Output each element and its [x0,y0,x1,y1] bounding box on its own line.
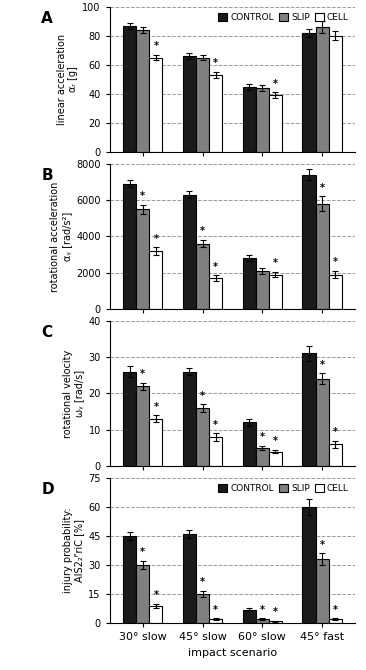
Text: *: * [273,258,278,268]
Text: *: * [200,226,205,237]
Text: A: A [41,11,53,26]
Bar [256,88,269,152]
Bar [302,353,315,466]
Bar [315,559,329,623]
Bar [209,278,222,309]
Text: *: * [213,419,218,429]
Bar [136,565,149,623]
Text: *: * [320,360,325,370]
Legend: CONTROL, SLIP, CELL: CONTROL, SLIP, CELL [217,11,351,24]
Bar [183,534,196,623]
Text: *: * [320,539,325,549]
Bar [302,33,315,152]
Bar [269,621,282,623]
Bar [329,444,342,466]
Y-axis label: rotational velocity
ωᵧ [rad/s]: rotational velocity ωᵧ [rad/s] [63,349,84,438]
X-axis label: impact scenario: impact scenario [188,648,277,658]
Legend: CONTROL, SLIP, CELL: CONTROL, SLIP, CELL [217,482,351,495]
Text: *: * [213,262,218,272]
Bar [302,507,315,623]
Bar [183,194,196,309]
Bar [243,258,256,309]
Text: *: * [260,432,265,442]
Text: *: * [200,391,205,401]
Bar [149,251,163,309]
Bar [123,25,136,152]
Bar [243,86,256,152]
Text: *: * [273,79,278,89]
Bar [315,204,329,309]
Text: *: * [273,436,278,446]
Y-axis label: rotational acceleration
αᵧ [rad/s²]: rotational acceleration αᵧ [rad/s²] [51,181,72,291]
Bar [196,58,209,152]
Bar [123,536,136,623]
Bar [149,58,163,152]
Bar [329,275,342,309]
Bar [315,27,329,152]
Text: *: * [273,607,278,617]
Text: *: * [140,191,145,201]
Text: *: * [333,257,338,267]
Bar [136,30,149,152]
Bar [256,619,269,623]
Bar [149,419,163,466]
Bar [269,275,282,309]
Bar [269,452,282,466]
Text: *: * [333,427,338,437]
Text: C: C [41,325,52,340]
Text: *: * [320,183,325,193]
Bar [196,408,209,466]
Text: *: * [213,58,218,68]
Text: *: * [213,604,218,614]
Bar [196,244,209,309]
Text: B: B [41,168,53,183]
Bar [123,184,136,309]
Bar [183,372,196,466]
Text: *: * [153,590,158,600]
Bar [329,36,342,152]
Bar [123,372,136,466]
Bar [256,448,269,466]
Text: D: D [41,482,54,497]
Bar [256,271,269,309]
Text: *: * [200,578,205,588]
Bar [183,56,196,152]
Bar [209,75,222,152]
Bar [209,437,222,466]
Y-axis label: linear acceleration
αᵣ [g]: linear acceleration αᵣ [g] [57,34,78,125]
Text: *: * [260,604,265,614]
Text: *: * [153,234,158,244]
Text: *: * [140,547,145,557]
Bar [315,379,329,466]
Bar [196,594,209,623]
Bar [243,423,256,466]
Text: *: * [140,369,145,379]
Text: *: * [153,41,158,51]
Bar [136,386,149,466]
Bar [209,619,222,623]
Y-axis label: injury probability:
AIS2₂ᴾriC [%]: injury probability: AIS2₂ᴾriC [%] [63,508,84,593]
Bar [136,209,149,309]
Bar [243,610,256,623]
Text: *: * [153,401,158,411]
Bar [302,175,315,309]
Bar [269,95,282,152]
Text: *: * [333,604,338,614]
Bar [149,606,163,623]
Bar [329,619,342,623]
